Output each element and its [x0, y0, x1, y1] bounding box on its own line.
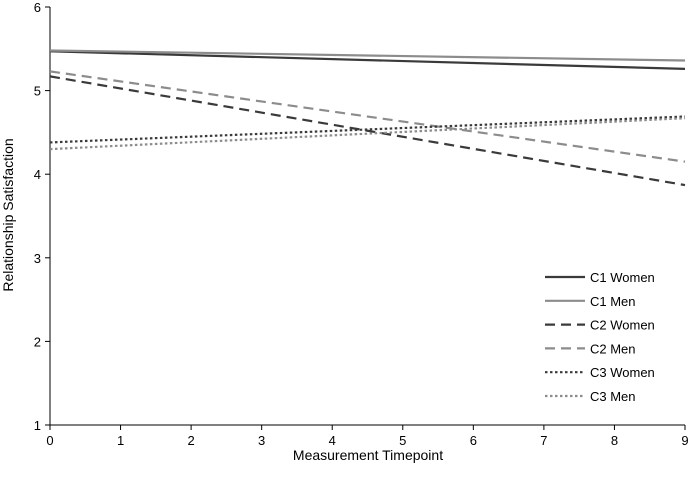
series-line-c1-men	[49, 49, 686, 62]
x-tick-label: 5	[399, 433, 406, 448]
x-tick-label: 1	[117, 433, 124, 448]
x-tick-label: 4	[329, 433, 336, 448]
x-tick-label: 2	[187, 433, 194, 448]
series-lines	[49, 49, 686, 187]
legend-label-c3-women: C3 Women	[590, 365, 655, 380]
series-line-c2-women	[49, 75, 686, 187]
x-tick-label: 8	[611, 433, 618, 448]
y-tick-label: 4	[34, 167, 41, 182]
x-tick-label: 6	[470, 433, 477, 448]
legend-label-c1-men: C1 Men	[590, 294, 636, 309]
x-tick-label: 9	[681, 433, 688, 448]
legend-label-c2-women: C2 Women	[590, 318, 655, 333]
series-line-c1-women	[49, 50, 686, 70]
y-tick-label: 2	[34, 334, 41, 349]
y-tick-label: 5	[34, 84, 41, 99]
series-line-c3-men	[49, 117, 686, 151]
y-tick-label: 1	[34, 418, 41, 433]
legend: C1 Women C1 Men C2 Women C2 Men C3 Women C3 M…	[545, 270, 655, 404]
series-line-c2-men	[49, 70, 686, 163]
legend-label-c1-women: C1 Women	[590, 270, 655, 285]
legend-label-c3-men: C3 Men	[590, 389, 636, 404]
y-tick-label: 6	[34, 0, 41, 15]
y-tick-label: 3	[34, 251, 41, 266]
legend-label-c2-men: C2 Men	[590, 341, 636, 356]
x-tick-label: 3	[258, 433, 265, 448]
x-tick-label: 7	[540, 433, 547, 448]
series-line-c3-women	[49, 115, 686, 144]
x-tick-label: 0	[46, 433, 53, 448]
y-axis-title: Relationship Satisfaction	[0, 138, 16, 291]
x-axis-title: Measurement Timepoint	[293, 447, 443, 463]
